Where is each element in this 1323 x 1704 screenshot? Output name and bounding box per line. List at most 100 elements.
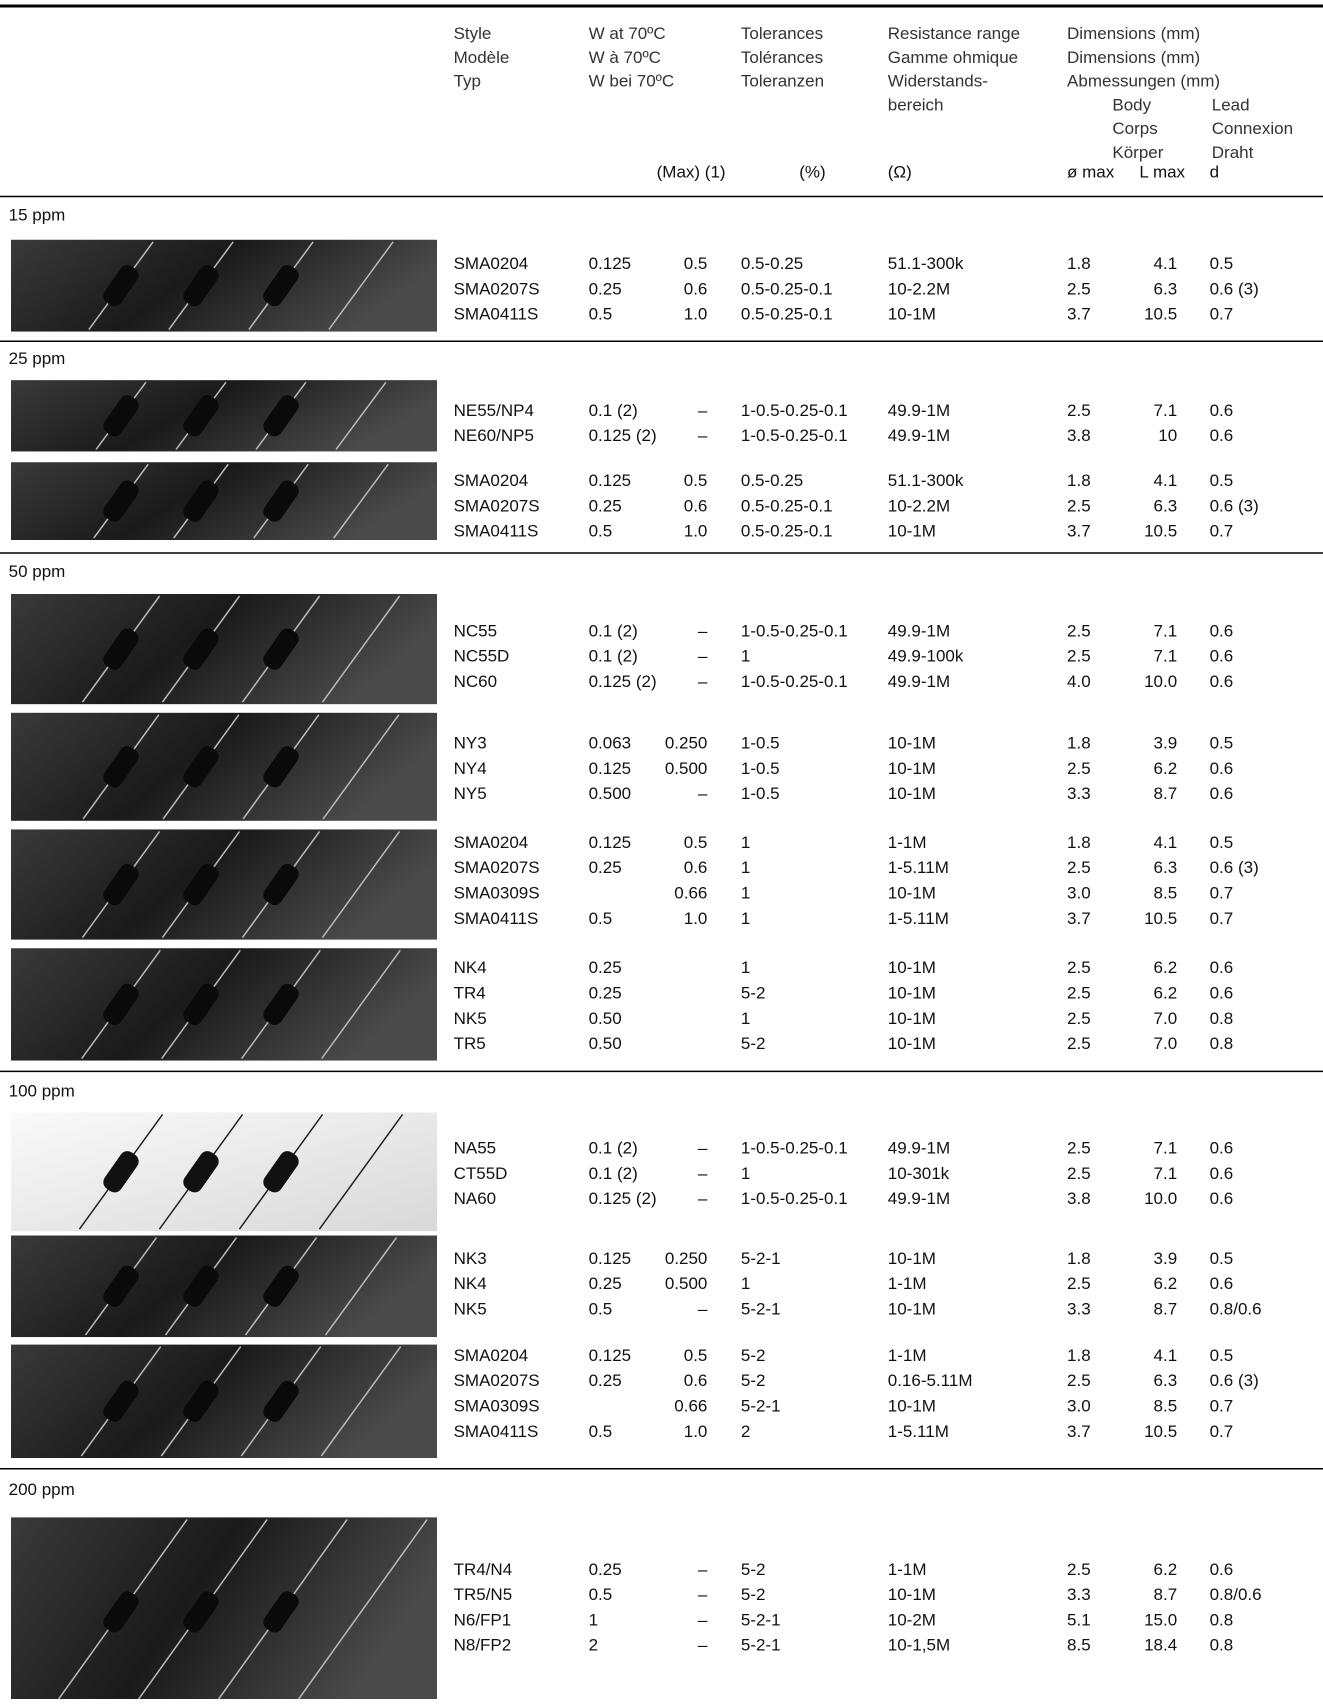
length: 7.1 [1154,647,1178,666]
photo-background [11,1112,437,1232]
tolerance: 2 [741,1422,750,1441]
tolerance: 1 [741,1274,750,1293]
length: 10.0 [1144,1189,1177,1208]
lead: 0.6 (3) [1210,1371,1259,1390]
diameter: 1.8 [1067,734,1091,753]
lead: 0.6 [1210,647,1234,666]
style: SMA0309S [454,1397,540,1416]
resistance-range: 10-1M [888,1249,936,1268]
watt: 0.5 [589,305,613,324]
style: NC55D [454,647,510,666]
length: 10.5 [1144,909,1177,928]
lead: 0.6 [1210,984,1234,1003]
watt: 0.5 [589,1585,613,1604]
resistor-body [183,628,219,670]
resistance-range: 10-2.2M [888,279,950,298]
length: 8.7 [1154,1585,1178,1604]
resistor-lead [320,1346,402,1457]
header-dim-col: d [1210,162,1219,181]
style: SMA0207S [454,496,540,515]
resistance-range: 1-1M [888,1346,927,1365]
style: NE60/NP5 [454,426,534,445]
watt: 0.25 [589,1274,622,1293]
length: 10 [1158,426,1177,445]
length: 10.0 [1144,672,1177,691]
resistor-body [103,265,139,307]
tolerance: 5-2 [741,1034,766,1053]
style: SMA0204 [454,1346,529,1365]
lead: 0.6 [1210,1189,1234,1208]
product-photo [11,380,437,452]
diameter: 2.5 [1067,1371,1091,1390]
resistor-body [263,1380,299,1422]
lead: 0.6 [1210,672,1234,691]
header-body: Body [1112,95,1151,114]
lead: 0.8 [1210,1009,1234,1028]
style: SMA0309S [454,884,540,903]
resistance-range: 49.9-1M [888,426,950,445]
style: SMA0411S [454,522,539,541]
resistor-body [103,863,139,906]
resistor-body [263,983,299,1026]
resistance-range: 1-1M [888,1274,927,1293]
diameter: 3.7 [1067,909,1091,928]
product-photo [11,1344,437,1458]
length: 6.3 [1154,1371,1178,1390]
diameter: 2.5 [1067,401,1091,420]
watt-max: 1.0 [684,522,708,541]
header-tolerance: Tolérances [741,48,823,67]
header-dimensions: Dimensions (mm) [1067,24,1200,43]
resistance-range: 49.9-1M [888,1139,950,1158]
photo-background [11,1517,437,1704]
tolerance: 5-2 [741,1371,766,1390]
tolerance: 1 [741,647,750,666]
lead: 0.8 [1210,1034,1234,1053]
watt-max: – [698,1164,708,1183]
resistor-lead [321,830,401,939]
lead: 0.6 [1210,958,1234,977]
lead: 0.6 [1210,784,1234,803]
resistor-body [183,480,219,522]
watt-max: 0.6 [684,496,708,515]
diameter: 3.7 [1067,1422,1091,1441]
watt: 0.1 (2) [589,401,638,420]
watt: 0.50 [589,1009,622,1028]
style: SMA0207S [454,1371,540,1390]
style: N6/FP1 [454,1610,512,1629]
watt: 0.25 [589,1560,622,1579]
watt: 2 [589,1636,598,1655]
watt: 0.25 [589,858,622,877]
lead: 0.8/0.6 [1210,1299,1262,1318]
tolerance: 1-0.5-0.25-0.1 [741,1189,848,1208]
lead: 0.8 [1210,1610,1234,1629]
resistor-body [183,1380,219,1422]
watt-max: – [698,1610,708,1629]
tolerance: 1 [741,1009,750,1028]
diameter: 2.5 [1067,647,1091,666]
watt: 0.5 [589,1299,613,1318]
watt: 0.063 [589,734,632,753]
resistance-range: 51.1-300k [888,254,964,273]
resistance-range: 1-5.11M [888,909,949,928]
lead: 0.7 [1210,305,1234,324]
style: SMA0411S [454,909,539,928]
watt: 0.25 [589,958,622,977]
watt: 0.125 (2) [589,672,657,691]
watt-max: – [698,647,708,666]
length: 8.5 [1154,1397,1178,1416]
resistance-range: 10-301k [888,1164,950,1183]
resistor-body [103,395,139,437]
resistance-range: 51.1-300k [888,471,964,490]
watt: 0.1 (2) [589,1164,638,1183]
lead: 0.5 [1210,254,1234,273]
resistor-lead [321,949,401,1060]
photo-background [11,594,437,705]
lead: 0.6 [1210,759,1234,778]
resistor-body [263,746,299,788]
header-style: Typ [454,72,481,91]
resistance-range: 1-1M [888,833,927,852]
watt-max: 0.5 [684,833,708,852]
style: NY4 [454,759,487,778]
header-lead: Draht [1212,143,1254,162]
resistor-body [103,1380,139,1422]
